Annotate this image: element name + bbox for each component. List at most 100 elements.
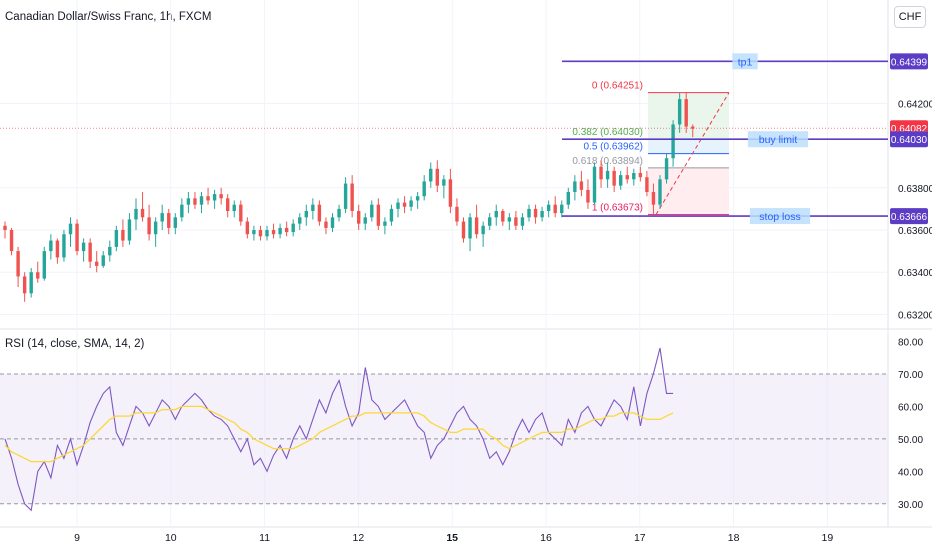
- candle: [370, 200, 374, 222]
- candle-body: [461, 221, 466, 239]
- current-price-label: 0.64082: [891, 124, 928, 135]
- candle-body: [167, 213, 171, 228]
- level-price-tag: [890, 131, 928, 148]
- candle-body: [435, 168, 439, 186]
- candle: [317, 200, 322, 226]
- rsi-tick-label: 60.00: [898, 402, 923, 413]
- fibonacci-zone: 0 (0.64251) 0.382 (0.64030) 0.5 (0.63962) 0…: [572, 81, 730, 216]
- candle: [357, 204, 361, 230]
- level-label-bg: [749, 208, 811, 225]
- candle: [540, 206, 544, 222]
- candle-body: [226, 198, 230, 211]
- candle-body: [488, 217, 492, 226]
- candle-body: [298, 217, 302, 224]
- candle-body: [520, 217, 525, 226]
- candle-body: [212, 194, 217, 201]
- candle-body: [474, 217, 479, 235]
- candle-body: [284, 227, 289, 233]
- rsi-tick-label: 40.00: [898, 467, 923, 478]
- level-label: tp1: [738, 56, 753, 68]
- candle-body: [402, 202, 407, 207]
- time-axis[interactable]: 9 10 11 12 15 16 17 18 19: [74, 532, 833, 544]
- candle-body: [409, 200, 413, 207]
- time-tick-label: 10: [165, 532, 177, 544]
- candle: [134, 198, 138, 230]
- candle: [36, 261, 40, 283]
- candle-body: [42, 251, 46, 279]
- candle: [507, 213, 512, 230]
- rsi-lines: [4, 347, 674, 512]
- candle-body: [311, 204, 315, 211]
- candle-body: [638, 173, 643, 178]
- price-axis[interactable]: 0.64200 0.63800 0.63600 0.63400 0.63200 80.00…: [890, 53, 932, 511]
- candle-body: [239, 204, 243, 222]
- candle-body: [514, 217, 518, 226]
- candle: [383, 217, 387, 235]
- fib-trend-line: [655, 92, 730, 215]
- candle-body: [389, 208, 394, 222]
- candle-body: [62, 234, 66, 258]
- candle: [337, 204, 341, 222]
- candle-body: [232, 204, 236, 211]
- currency-selector[interactable]: CHF: [894, 6, 926, 28]
- price-tick-label: 0.64200: [898, 99, 932, 110]
- candle: [448, 168, 453, 214]
- candle-body: [632, 173, 636, 180]
- candle-body: [507, 217, 512, 222]
- candle-body: [114, 230, 119, 247]
- candle-body: [383, 221, 387, 226]
- level-price-tag: [890, 208, 928, 225]
- candle-body: [147, 217, 151, 235]
- candle-body: [330, 217, 335, 228]
- candle-body: [691, 126, 695, 129]
- candle: [271, 223, 276, 239]
- candle: [415, 192, 420, 209]
- candle-body: [140, 208, 145, 218]
- candle: [664, 154, 669, 184]
- candle-body: [121, 230, 125, 241]
- candle-body: [448, 179, 453, 207]
- candle-body: [442, 179, 446, 186]
- candle: [68, 217, 73, 247]
- candle: [9, 227, 14, 256]
- candle: [324, 217, 328, 235]
- candle: [199, 192, 204, 214]
- level-label: stop loss: [759, 211, 800, 223]
- candle: [566, 187, 570, 209]
- candle-body: [494, 211, 498, 218]
- candle-body: [88, 242, 92, 262]
- candle-body: [612, 170, 616, 186]
- candle-body: [304, 211, 308, 218]
- candle: [671, 120, 675, 167]
- candle: [278, 223, 282, 239]
- candle-body: [3, 225, 7, 230]
- candle-body: [134, 208, 138, 220]
- rsi-ma-line: [4, 405, 674, 463]
- candle-body: [625, 175, 629, 180]
- level-price-label: 0.64030: [891, 135, 928, 146]
- level-price-label: 0.63666: [891, 212, 928, 223]
- candle: [42, 246, 46, 281]
- candle: [619, 170, 623, 190]
- candle-body: [481, 225, 485, 235]
- candle: [376, 198, 381, 230]
- candle: [442, 175, 446, 199]
- candle-body: [422, 181, 426, 197]
- candle-body: [199, 196, 204, 205]
- candle-body: [343, 183, 348, 209]
- candle-body: [671, 124, 675, 159]
- candle: [389, 204, 394, 226]
- fib-level-label: 0.5 (0.63962): [584, 142, 644, 153]
- candle-body: [592, 166, 597, 203]
- candle: [121, 219, 125, 247]
- candle-body: [527, 208, 531, 218]
- candle-body: [219, 194, 223, 199]
- candle: [533, 204, 538, 224]
- candle-body: [258, 230, 263, 237]
- candle-body: [252, 230, 256, 235]
- candle-body: [396, 202, 400, 209]
- candle-body: [75, 223, 79, 252]
- candle-body: [429, 168, 433, 182]
- candle: [160, 204, 164, 230]
